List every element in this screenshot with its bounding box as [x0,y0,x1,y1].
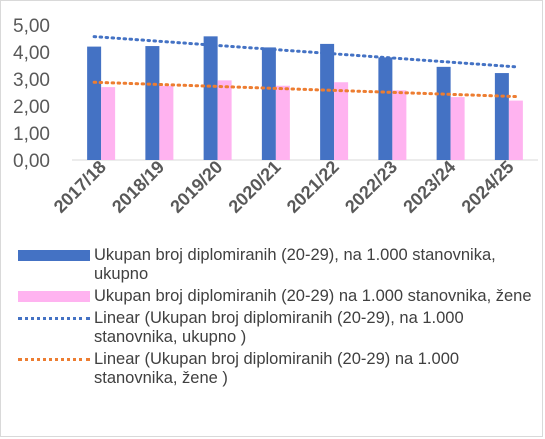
chart-legend: Ukupan broj diplomiranih (20-29), na 1.0… [18,246,538,391]
trendline-total [92,35,518,69]
bar-total [203,36,218,161]
legend-label-trend-women: Linear (Ukupan broj diplomiranih (20-29)… [94,350,460,387]
legend-label-women: Ukupan broj diplomiranih (20-29) na 1.00… [94,287,532,305]
legend-label-total: Ukupan broj diplomiranih (20-29), na 1.0… [94,246,496,283]
bar-women [334,82,349,160]
legend-swatch-trend-women [18,358,90,361]
x-tick-label: 2017/18 [50,157,110,217]
bar-total [378,57,393,160]
trendline-women [92,80,518,99]
y-tick-label: 5,00 [13,16,50,37]
bar-women [392,90,407,160]
bar-total [145,46,160,161]
x-tick-label: 2018/19 [108,157,168,217]
legend-label-trend-total: Linear (Ukupan broj diplomiranih (20-29)… [94,309,464,346]
x-tick-label: 2021/22 [283,157,343,217]
y-tick-label: 3,00 [13,70,50,91]
x-tick-label: 2019/20 [166,157,226,217]
x-tick-label: 2022/23 [341,157,401,217]
y-tick-label: 1,00 [13,124,50,145]
bar-total [436,66,451,160]
y-tick-label: 0,00 [13,151,50,172]
legend-swatch-total [18,250,90,261]
bar-women [508,100,523,160]
bar-women [275,85,290,160]
y-tick-label: 4,00 [13,43,50,64]
legend-swatch-women [18,291,90,302]
legend-item-women: Ukupan broj diplomiranih (20-29) na 1.00… [18,287,538,306]
bar-women [101,87,116,160]
bar-total [320,43,335,160]
legend-item-trend-total: Linear (Ukupan broj diplomiranih (20-29)… [18,309,538,347]
x-tick-label: 2020/21 [225,157,285,217]
legend-swatch-trend-total [18,317,90,320]
legend-item-total: Ukupan broj diplomiranih (20-29), na 1.0… [18,246,538,284]
x-tick-label: 2024/25 [458,157,518,217]
bar-women [159,85,174,160]
legend-item-trend-women: Linear (Ukupan broj diplomiranih (20-29)… [18,350,538,388]
bar-women [217,80,232,160]
bar-total [87,46,102,160]
x-tick-label: 2023/24 [399,157,459,217]
bar-women [450,97,465,160]
bar-total [261,47,276,160]
bar-total [494,73,509,160]
y-tick-label: 2,00 [13,97,50,118]
